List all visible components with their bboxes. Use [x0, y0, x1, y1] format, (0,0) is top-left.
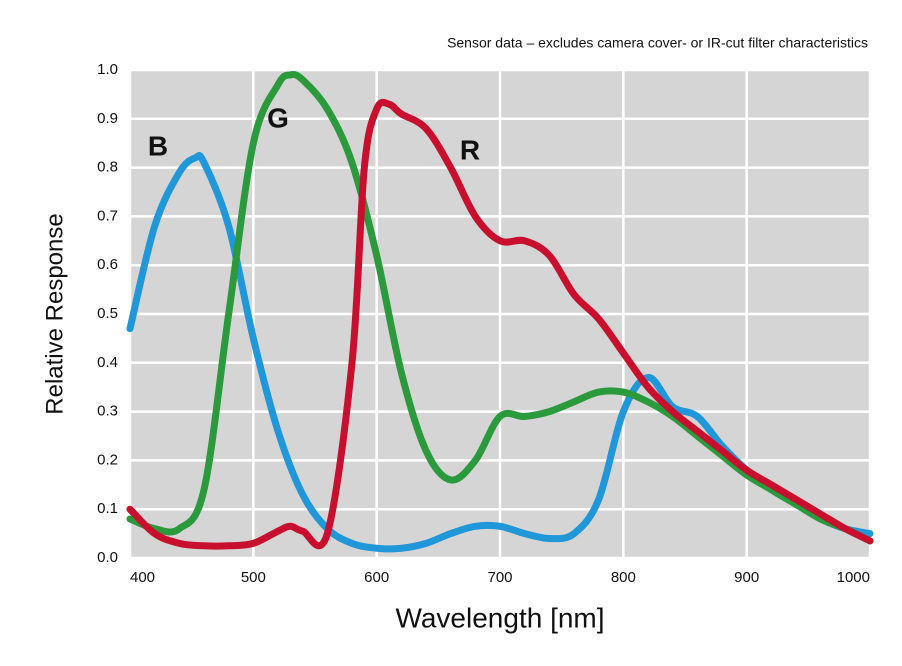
y-tick-label: 0.8: [97, 159, 118, 176]
y-tick-label: 0.1: [97, 500, 118, 517]
x-tick-label: 800: [611, 569, 636, 586]
y-axis-label: Relative Response: [41, 213, 68, 414]
y-tick-label: 0.7: [97, 207, 118, 224]
series-label: G: [267, 102, 289, 133]
y-tick-label: 0.0: [97, 549, 118, 566]
series-line: [126, 98, 874, 550]
x-tick-label: 1000: [837, 569, 870, 586]
y-tick-label: 0.3: [97, 403, 118, 420]
chart-subtitle: Sensor data – excludes camera cover- or …: [447, 35, 868, 51]
x-tick-label: 400: [130, 569, 155, 586]
y-tick-label: 0.4: [97, 354, 118, 371]
x-tick-label: 700: [487, 569, 512, 586]
series-label: R: [460, 134, 480, 165]
y-tick-label: 0.2: [97, 451, 118, 468]
y-tick-label: 0.6: [97, 256, 118, 273]
x-tick-label: 900: [734, 569, 759, 586]
y-tick-label: 1.0: [97, 61, 118, 78]
series-label: B: [148, 130, 168, 161]
x-tick-label: 500: [241, 569, 266, 586]
y-tick-label: 0.9: [97, 110, 118, 127]
series-line: [126, 71, 874, 545]
x-axis-label: Wavelength [nm]: [395, 602, 604, 633]
y-tick-label: 0.5: [97, 305, 118, 322]
x-tick-label: 600: [364, 569, 389, 586]
